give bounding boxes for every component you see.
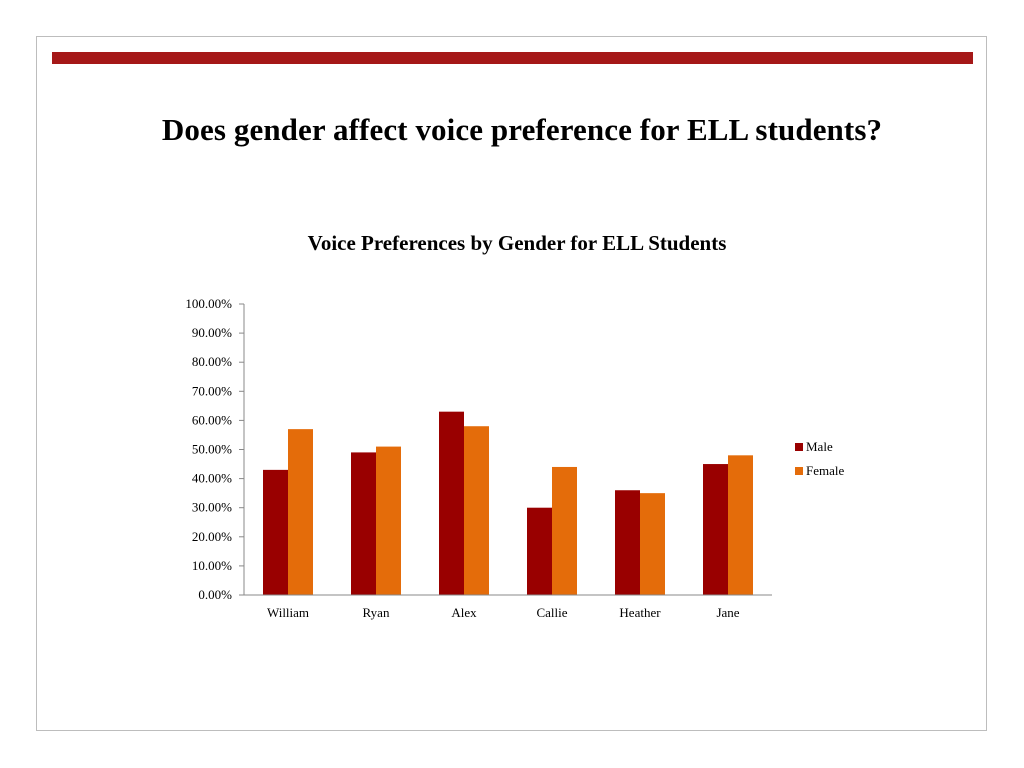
bar-female-jane <box>728 455 753 595</box>
legend-label-male: Male <box>806 439 833 454</box>
y-tick-label: 90.00% <box>192 325 232 340</box>
legend: Male Female <box>795 439 844 478</box>
bar-male-ryan <box>351 452 376 595</box>
slide-title: Does gender affect voice preference for … <box>161 112 883 147</box>
legend-swatch-male <box>795 443 803 451</box>
y-tick-label: 0.00% <box>198 587 232 602</box>
y-tick-label: 30.00% <box>192 500 232 515</box>
x-tick-label: Ryan <box>363 605 390 620</box>
bar-female-ryan <box>376 446 401 595</box>
y-tick-label: 60.00% <box>192 412 232 427</box>
bar-female-alex <box>464 426 489 595</box>
bar-female-heather <box>640 493 665 595</box>
bars <box>263 411 753 595</box>
y-axis: 0.00% 10.00% 20.00% 30.00% 40.00% 50.00% 60.00… <box>185 296 245 602</box>
bar-female-callie <box>552 466 577 595</box>
legend-swatch-female <box>795 467 803 475</box>
bar-male-jane <box>703 464 728 595</box>
x-axis: William Ryan Alex Callie Heather Jane <box>244 594 772 620</box>
bar-male-callie <box>527 507 552 595</box>
y-tick-label: 50.00% <box>192 442 232 457</box>
title-accent-bar <box>52 52 973 64</box>
bar-male-alex <box>439 411 464 595</box>
x-tick-label: Alex <box>451 605 477 620</box>
slide-frame <box>36 36 987 731</box>
bar-male-heather <box>615 490 640 595</box>
y-tick-label: 80.00% <box>192 354 232 369</box>
y-tick-label: 40.00% <box>192 471 232 486</box>
y-tick-label: 10.00% <box>192 558 232 573</box>
x-tick-label: William <box>267 605 309 620</box>
y-tick-label: 70.00% <box>192 383 232 398</box>
bar-male-william <box>263 469 288 595</box>
x-tick-label: Jane <box>716 605 739 620</box>
x-tick-label: Callie <box>536 605 567 620</box>
bar-female-william <box>288 429 313 595</box>
chart-title: Voice Preferences by Gender for ELL Stud… <box>308 231 727 255</box>
legend-label-female: Female <box>806 463 844 478</box>
x-tick-label: Heather <box>619 605 661 620</box>
y-tick-label: 20.00% <box>192 529 232 544</box>
y-tick-label: 100.00% <box>185 296 232 311</box>
